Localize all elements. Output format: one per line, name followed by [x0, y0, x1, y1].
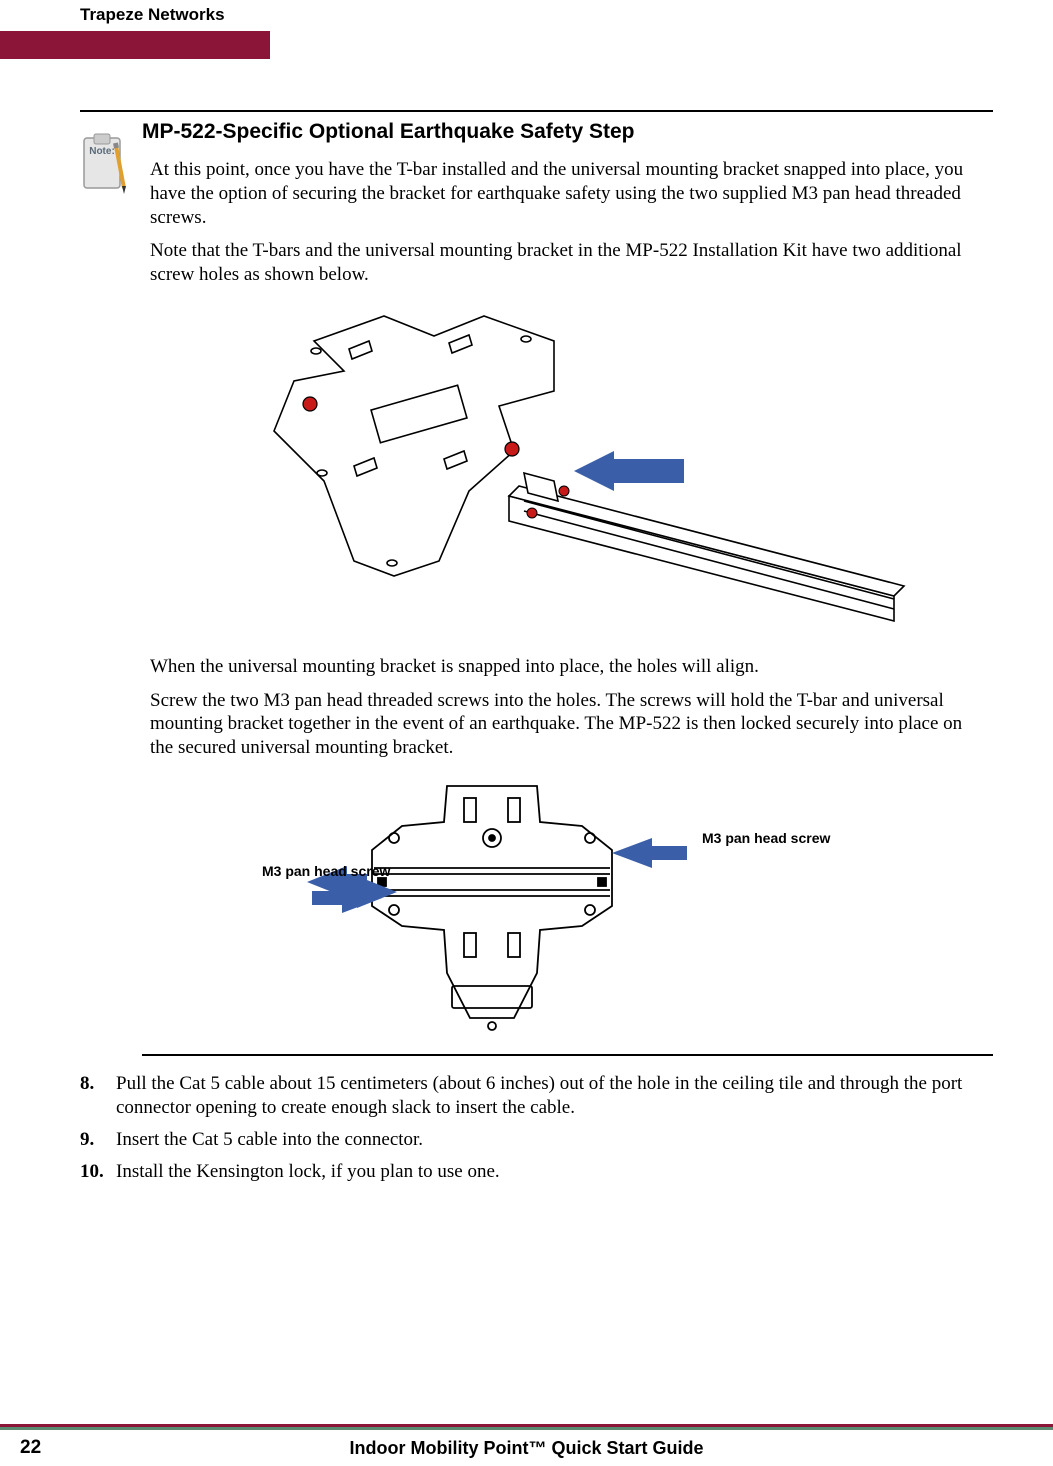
- figure-bracket-iso: [254, 301, 993, 641]
- figure-label-right: M3 pan head screw: [702, 830, 830, 846]
- step-number: 8.: [80, 1072, 108, 1121]
- footer-title: Indoor Mobility Point™ Quick Start Guide: [349, 1438, 703, 1459]
- step-number: 9.: [80, 1128, 108, 1153]
- step-item: 10. Install the Kensington lock, if you …: [80, 1160, 993, 1185]
- header-accent-bar: [0, 31, 270, 59]
- note-paragraph: Screw the two M3 pan head threaded screw…: [142, 689, 993, 760]
- page-header: Trapeze Networks: [0, 0, 1053, 59]
- note-paragraph: When the universal mounting bracket is s…: [142, 655, 993, 679]
- note-paragraph: At this point, once you have the T-bar i…: [142, 158, 993, 229]
- arrow-left-icon: [612, 838, 687, 868]
- step-number: 10.: [80, 1160, 108, 1185]
- note-body: MP-522-Specific Optional Earthquake Safe…: [142, 120, 993, 1056]
- section-divider: [142, 1054, 993, 1056]
- note-section: Note: MP-522-Specific Optional Earthquak…: [80, 110, 993, 1056]
- figure-bracket-top: M3 pan head screw M3 pan head screw: [282, 778, 993, 1038]
- note-heading: MP-522-Specific Optional Earthquake Safe…: [142, 120, 993, 144]
- arrow-icon: [574, 451, 684, 491]
- page-content: Note: MP-522-Specific Optional Earthquak…: [80, 110, 993, 1192]
- steps-list: 8. Pull the Cat 5 cable about 15 centime…: [80, 1072, 993, 1185]
- step-text: Install the Kensington lock, if you plan…: [116, 1160, 500, 1185]
- step-text: Insert the Cat 5 cable into the connecto…: [116, 1128, 423, 1153]
- note-icon-label: Note:: [89, 146, 115, 157]
- page-number: 22: [20, 1437, 41, 1459]
- page-footer: 22 Indoor Mobility Point™ Quick Start Gu…: [0, 1424, 1053, 1466]
- figure-label-left: M3 pan head screw: [262, 863, 390, 879]
- note-clipboard-icon: Note:: [80, 132, 128, 1056]
- step-item: 8. Pull the Cat 5 cable about 15 centime…: [80, 1072, 993, 1121]
- brand-name: Trapeze Networks: [0, 0, 1053, 25]
- footer-bar: 22 Indoor Mobility Point™ Quick Start Gu…: [0, 1430, 1053, 1466]
- step-text: Pull the Cat 5 cable about 15 centimeter…: [116, 1072, 993, 1121]
- note-paragraph: Note that the T-bars and the universal m…: [142, 239, 993, 287]
- step-item: 9. Insert the Cat 5 cable into the conne…: [80, 1128, 993, 1153]
